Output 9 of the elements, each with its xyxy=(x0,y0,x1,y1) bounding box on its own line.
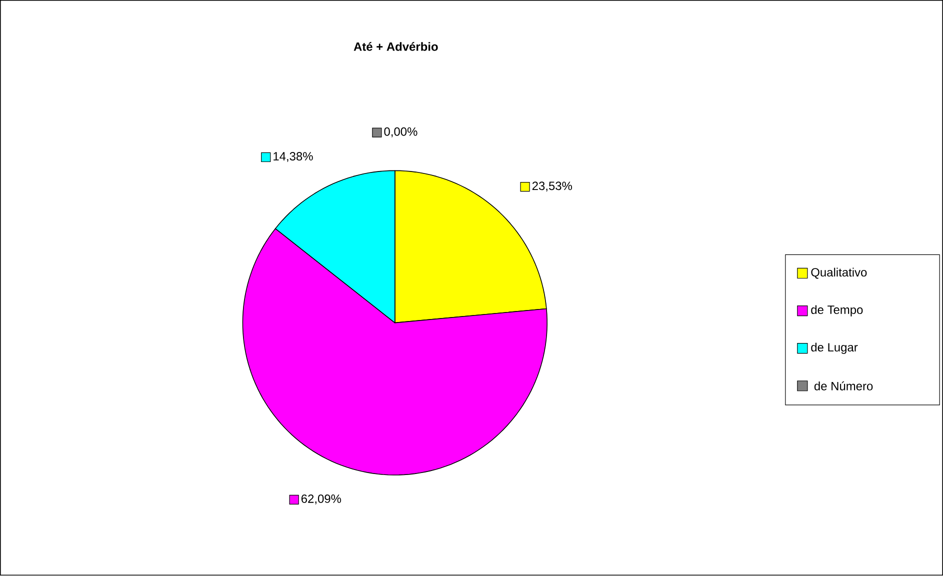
legend-label: de Número xyxy=(814,382,873,391)
legend-label: de Tempo xyxy=(811,305,863,317)
chart-title: Até + Advérbio xyxy=(354,42,438,52)
data-label: 23,53% xyxy=(532,182,572,192)
legend-label: de Lugar xyxy=(811,342,858,354)
text: 0,00% xyxy=(384,128,418,138)
data-label: 62,09% xyxy=(301,494,342,505)
legend-label: Qualitativo xyxy=(811,268,867,279)
data-label: 14,38% xyxy=(274,152,313,162)
